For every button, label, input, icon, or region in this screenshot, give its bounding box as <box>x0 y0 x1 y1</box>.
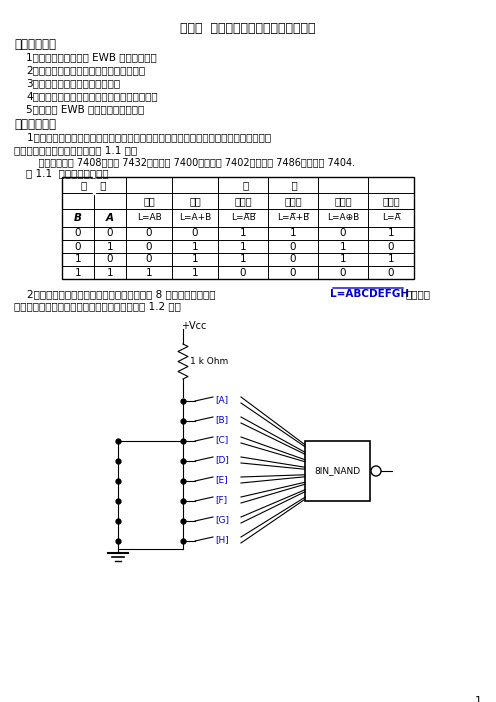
Text: 与门: 与门 <box>143 196 155 206</box>
Text: [D]: [D] <box>215 455 229 464</box>
Text: 与非门: 与非门 <box>234 196 252 206</box>
Text: 1: 1 <box>107 241 113 251</box>
Text: [G]: [G] <box>215 515 229 524</box>
Text: 1: 1 <box>191 241 198 251</box>
Text: 4．了解集成电路的外引线排列及其使用方法．: 4．了解集成电路的外引线排列及其使用方法． <box>26 91 158 101</box>
Text: 2．用逻辑门电路库中的独立门电路设计一个 8 输入与非门，实现: 2．用逻辑门电路库中的独立门电路设计一个 8 输入与非门，实现 <box>14 289 215 299</box>
Text: 2．验证常用集成逻辑门电路的逻辑功能．: 2．验证常用集成逻辑门电路的逻辑功能． <box>26 65 145 75</box>
Text: [H]: [H] <box>215 535 229 544</box>
Text: 1: 1 <box>146 267 152 277</box>
Text: 0: 0 <box>340 267 346 277</box>
Text: 或非门: 或非门 <box>284 196 302 206</box>
Text: 0: 0 <box>107 255 113 265</box>
Text: L=A̅: L=A̅ <box>382 213 400 223</box>
Text: [E]: [E] <box>215 475 228 484</box>
Text: 0: 0 <box>340 228 346 239</box>
Text: 异或门: 异或门 <box>334 196 352 206</box>
Text: 1: 1 <box>240 255 247 265</box>
Text: [A]: [A] <box>215 395 228 404</box>
Text: L=ABCDEFGH: L=ABCDEFGH <box>330 289 409 299</box>
Text: 输             出: 输 出 <box>243 180 298 190</box>
Text: 的逻辑功能，将验证结果填入表 1.1 中。: 的逻辑功能，将验证结果填入表 1.1 中。 <box>14 145 137 155</box>
Text: 0: 0 <box>290 241 296 251</box>
Text: 1: 1 <box>75 255 81 265</box>
Text: 1: 1 <box>191 255 198 265</box>
Text: B: B <box>74 213 82 223</box>
Text: L=A̅B̅: L=A̅B̅ <box>231 213 255 223</box>
Text: [C]: [C] <box>215 435 228 444</box>
Text: 1: 1 <box>240 228 247 239</box>
Text: 0: 0 <box>388 241 394 251</box>
Text: 1．用逻辑门电路库中的集成逻辑门电路分别验证二输入与门、或非门、异或门和反相器: 1．用逻辑门电路库中的集成逻辑门电路分别验证二输入与门、或非门、异或门和反相器 <box>14 132 271 142</box>
Text: [F]: [F] <box>215 495 227 504</box>
Text: 辑表达式，给出电路图，并验证逻辑功能填入表 1.2 中。: 辑表达式，给出电路图，并验证逻辑功能填入表 1.2 中。 <box>14 301 181 311</box>
Text: 表 1.1  门电路逻辑功能表: 表 1.1 门电路逻辑功能表 <box>26 168 109 178</box>
Text: ，写出逻: ，写出逻 <box>405 289 430 299</box>
Text: +Vcc: +Vcc <box>181 321 206 331</box>
Text: 8IN_NAND: 8IN_NAND <box>314 467 361 475</box>
Text: 1: 1 <box>107 267 113 277</box>
Text: 0: 0 <box>240 267 246 277</box>
Text: 0: 0 <box>75 241 81 251</box>
Text: 1: 1 <box>475 696 482 702</box>
Text: 1: 1 <box>290 228 296 239</box>
Text: L=A⊕B: L=A⊕B <box>327 213 359 223</box>
Text: 或门: 或门 <box>189 196 201 206</box>
Text: 0: 0 <box>146 241 152 251</box>
Text: 0: 0 <box>290 255 296 265</box>
Text: 输    入: 输 入 <box>81 180 107 190</box>
Text: 1: 1 <box>240 241 247 251</box>
Text: 0: 0 <box>75 228 81 239</box>
Text: 一、实验目的: 一、实验目的 <box>14 38 56 51</box>
Text: 0: 0 <box>107 228 113 239</box>
Text: L=A̅+B̅: L=A̅+B̅ <box>277 213 309 223</box>
Text: 1: 1 <box>340 241 346 251</box>
Text: L=AB: L=AB <box>136 213 161 223</box>
Text: 1: 1 <box>340 255 346 265</box>
Text: 0: 0 <box>388 267 394 277</box>
Text: 1: 1 <box>191 267 198 277</box>
Text: 0: 0 <box>192 228 198 239</box>
Text: 注：与门型号 7408，或门 7432，与非门 7400，或非门 7402，异或门 7486，反相器 7404.: 注：与门型号 7408，或门 7432，与非门 7400，或非门 7402，异或… <box>26 157 355 167</box>
Text: 实验一  电子电路仿真方法与门电路实验: 实验一 电子电路仿真方法与门电路实验 <box>180 22 316 35</box>
Text: 反相器: 反相器 <box>382 196 400 206</box>
Text: 3．掌握各种门电路的逻辑符号．: 3．掌握各种门电路的逻辑符号． <box>26 78 120 88</box>
Text: 1 k Ohm: 1 k Ohm <box>190 357 228 366</box>
Text: 1．熟悉电路仿真软件 EWB 的使用方法．: 1．熟悉电路仿真软件 EWB 的使用方法． <box>26 52 157 62</box>
Text: 5．掌握用 EWB 设计新元件的方法．: 5．掌握用 EWB 设计新元件的方法． <box>26 104 144 114</box>
Text: 1: 1 <box>388 255 394 265</box>
Text: 0: 0 <box>146 255 152 265</box>
Text: 二、实验内容: 二、实验内容 <box>14 118 56 131</box>
Bar <box>305 441 370 501</box>
Bar <box>62 177 414 279</box>
Text: A: A <box>106 213 114 223</box>
Text: [B]: [B] <box>215 415 228 424</box>
Text: 1: 1 <box>388 228 394 239</box>
Text: 0: 0 <box>146 228 152 239</box>
Text: 1: 1 <box>75 267 81 277</box>
Text: 0: 0 <box>290 267 296 277</box>
Text: L=A+B: L=A+B <box>179 213 211 223</box>
